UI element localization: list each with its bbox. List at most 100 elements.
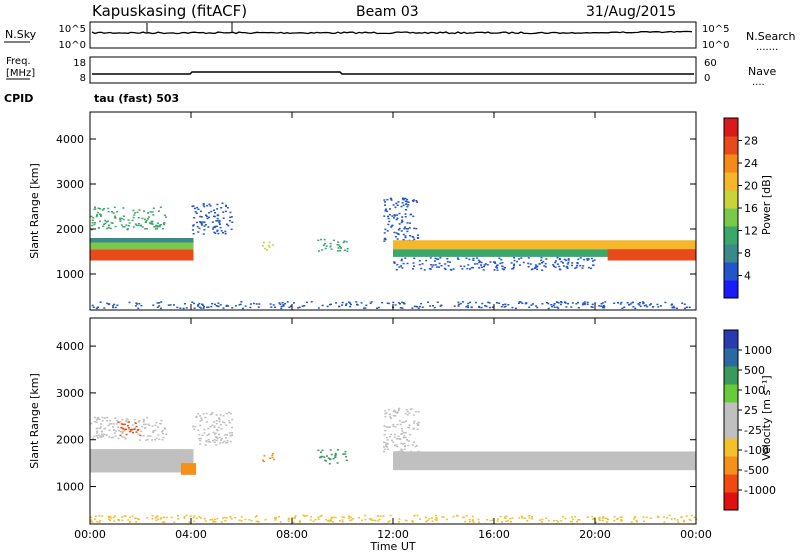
data-speck (325, 245, 328, 247)
data-speck (91, 224, 94, 227)
data-speck (435, 517, 438, 520)
data-speck (163, 427, 166, 429)
data-speck (215, 444, 218, 446)
data-speck (536, 306, 539, 309)
data-speck (518, 258, 521, 260)
data-speck (200, 224, 203, 226)
data-speck (211, 302, 214, 305)
data-speck (279, 521, 282, 523)
data-speck (160, 224, 162, 226)
data-speck (271, 456, 274, 459)
data-speck (565, 259, 568, 262)
data-speck (324, 242, 326, 245)
data-speck (132, 209, 135, 212)
data-speck (403, 431, 406, 434)
data-speck (99, 426, 102, 428)
data-speck (604, 301, 607, 303)
data-speck (193, 515, 196, 517)
data-speck (220, 428, 223, 430)
data-speck (220, 521, 223, 523)
data-speck (341, 519, 344, 521)
data-speck (156, 302, 159, 304)
data-speck (108, 423, 111, 425)
data-speck (202, 204, 205, 206)
data-speck (412, 268, 415, 270)
data-speck (217, 426, 220, 429)
colorbar-tick-label: -25 (744, 424, 762, 437)
data-speck (408, 222, 411, 224)
data-speck (329, 245, 332, 247)
data-speck (216, 203, 219, 206)
data-speck (406, 230, 409, 233)
data-speck (401, 267, 404, 269)
data-speck (462, 516, 465, 518)
data-speck (403, 448, 406, 450)
data-speck (406, 205, 409, 208)
data-speck (659, 305, 662, 307)
data-speck (169, 304, 172, 306)
data-speck (205, 214, 207, 216)
data-speck (392, 217, 395, 219)
data-speck (213, 425, 216, 427)
data-speck (590, 257, 593, 260)
data-speck (676, 519, 679, 521)
data-speck (648, 304, 651, 306)
data-speck (303, 305, 306, 307)
station-title: Kapuskasing (fitACF) (92, 2, 247, 20)
data-speck (384, 201, 386, 203)
data-speck (405, 409, 408, 411)
data-speck (159, 307, 162, 310)
data-speck (206, 306, 208, 309)
data-speck (218, 436, 221, 439)
data-speck (513, 264, 516, 267)
data-speck (517, 302, 520, 304)
data-speck (491, 519, 494, 521)
data-speck (528, 306, 531, 308)
data-speck (403, 302, 406, 305)
data-speck (151, 223, 154, 226)
data-speck (459, 302, 462, 305)
data-speck (666, 517, 668, 519)
velocity-heatmap (90, 407, 698, 524)
data-speck (211, 221, 214, 223)
data-speck (219, 226, 222, 229)
data-speck (191, 229, 194, 231)
data-speck (386, 230, 389, 232)
data-speck (394, 444, 396, 447)
data-speck (126, 421, 129, 423)
data-speck (274, 519, 277, 521)
data-speck (472, 521, 475, 523)
data-speck (383, 433, 386, 436)
y-tick-label: 1000 (56, 268, 84, 281)
data-speck (96, 521, 99, 523)
data-speck (137, 433, 140, 435)
data-speck (620, 301, 623, 304)
data-speck (207, 427, 210, 430)
data-speck (404, 200, 407, 202)
data-speck (582, 265, 585, 267)
data-speck (444, 268, 447, 271)
data-speck (129, 516, 131, 519)
data-speck (457, 258, 460, 260)
data-speck (401, 220, 404, 223)
data-speck (415, 200, 418, 202)
data-speck (330, 519, 333, 521)
data-speck (401, 202, 404, 204)
power-y-axis: 4000 3000 2000 1000 (56, 133, 696, 281)
data-speck (510, 262, 513, 264)
data-speck (421, 306, 424, 308)
data-speck (103, 417, 106, 419)
data-speck (198, 306, 201, 308)
data-speck (102, 435, 105, 437)
data-speck (156, 306, 159, 308)
data-speck (457, 303, 460, 306)
data-speck (97, 437, 99, 439)
data-speck (113, 206, 116, 209)
data-speck (403, 442, 406, 445)
data-speck (677, 521, 680, 523)
data-speck (274, 516, 277, 519)
x-tick-label: 20:00 (579, 528, 611, 541)
data-speck (638, 304, 641, 306)
data-speck (399, 303, 401, 305)
